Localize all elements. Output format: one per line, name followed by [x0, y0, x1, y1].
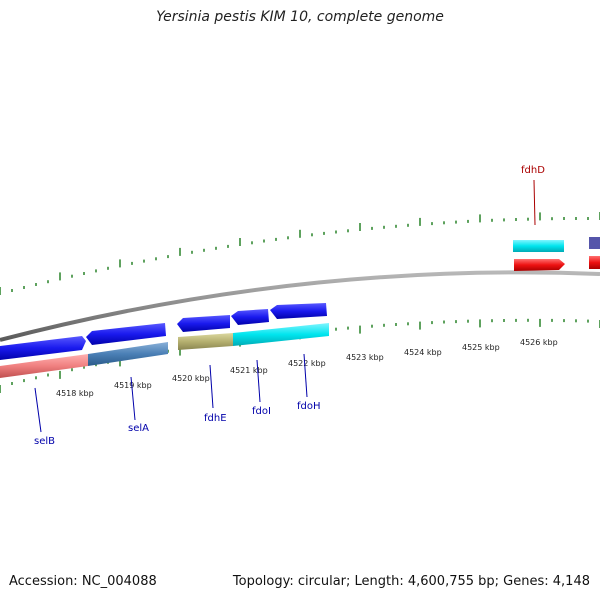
fdhD-leader: [533, 179, 536, 226]
selA-block: [88, 342, 168, 366]
topology-text: Topology: circular; Length: 4,600,755 bp…: [232, 574, 590, 589]
gene-label-selB: selB: [34, 436, 55, 447]
fdhE-leader: [209, 364, 214, 409]
gene-arrow: [177, 315, 230, 332]
gene-leader-lines: [34, 353, 308, 433]
red-strip-block: [589, 256, 600, 269]
fdhD-red-arrow: [514, 259, 565, 271]
selB-leader: [34, 387, 42, 433]
dark-strip-block: [589, 237, 600, 249]
kbp-label: 4519 kbp: [114, 381, 152, 390]
kbp-label: 4518 kbp: [56, 389, 94, 398]
fdhD-region: [513, 237, 600, 271]
gene-label-selA: selA: [128, 423, 149, 434]
gene-label-fdhD: fdhD: [521, 165, 545, 176]
kbp-label: 4523 kbp: [346, 353, 384, 362]
kbp-label: 4526 kbp: [520, 338, 558, 347]
gene-arrow: [86, 323, 166, 345]
fdoH-leader: [303, 353, 308, 398]
kbp-label: 4524 kbp: [404, 348, 442, 357]
forward-strand-genes: [0, 303, 327, 360]
feature-blocks: [0, 323, 329, 378]
gene-arrow: [270, 303, 327, 319]
selA-leader: [130, 376, 136, 421]
kbp-label: 4520 kbp: [172, 374, 210, 383]
selB-block: [0, 354, 88, 378]
fdoI-fdoH-block: [233, 323, 329, 346]
gene-label-fdhE: fdhE: [204, 413, 227, 424]
gene-label-fdoI: fdoI: [252, 406, 271, 417]
fdhE-block: [178, 333, 233, 350]
kbp-label: 4525 kbp: [462, 343, 500, 352]
gene-arrow: [0, 336, 86, 360]
fdhD-cyan-block: [513, 240, 564, 252]
kbp-label: 4522 kbp: [288, 359, 326, 368]
gene-labels: selB selA fdhE fdoI fdoH fdhD: [34, 165, 545, 447]
kbp-label: 4521 kbp: [230, 366, 268, 375]
kbp-labels: 4518 kbp 4519 kbp 4520 kbp 4521 kbp 4522…: [56, 338, 558, 398]
outer-tick-ring: [0, 212, 600, 295]
accession-text: Accession: NC_004088: [9, 574, 157, 589]
gene-arrow: [231, 309, 269, 325]
gene-label-fdoH: fdoH: [297, 401, 321, 412]
genome-backbone: [0, 270, 600, 342]
fdoI-leader: [256, 359, 261, 403]
map-title: Yersinia pestis KIM 10, complete genome: [156, 9, 444, 25]
